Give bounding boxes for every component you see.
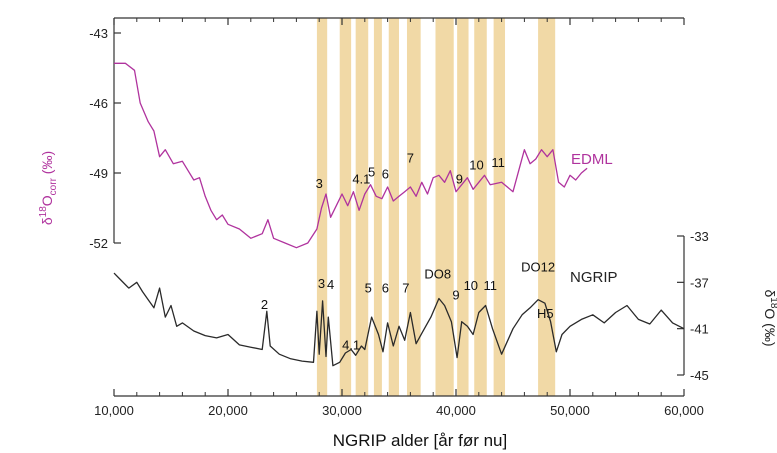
ngrip-event-label: 6: [382, 281, 389, 296]
highlight-band-10: [493, 18, 506, 396]
left-axis-title-delta: δ: [39, 217, 55, 225]
edml-event-label: 10: [469, 157, 483, 172]
right-axis-tick-label: -37: [690, 275, 709, 290]
left-axis-tick-label: -43: [89, 26, 108, 41]
edml-event-label: 4.1: [352, 171, 370, 186]
left-axis-title-unit: (‰): [39, 151, 55, 178]
highlight-band-9: [474, 18, 487, 396]
x-tick-label: 60,000: [664, 403, 704, 418]
edml-event-label: 6: [382, 167, 389, 182]
left-axis-title: δ18Ocorr (‰): [38, 151, 59, 225]
edml-event-label: 9: [456, 171, 463, 186]
highlight-band-7: [435, 18, 454, 396]
ticks: 10,000 20,000 30,000 40,000 50,000 60,000 -52 -…: [89, 18, 709, 418]
x-tick-label: 20,000: [208, 403, 248, 418]
axes: [113, 17, 685, 397]
edml-event-label: 5: [368, 164, 375, 179]
edml-event-label: 11: [491, 155, 505, 170]
ngrip-event-label: 7: [402, 281, 409, 296]
highlight-band-5: [388, 18, 399, 396]
ngrip-series-label: NGRIP: [570, 269, 618, 286]
right-axis-tick-label: -33: [690, 229, 709, 244]
ngrip-event-label: 4.1: [342, 337, 360, 352]
highlight-band-6: [406, 18, 421, 396]
ngrip-event-label: 3: [318, 276, 325, 291]
right-axis-tick-label: -45: [690, 368, 709, 383]
x-tick-label: 50,000: [550, 403, 590, 418]
left-axis-title-o: O: [39, 195, 55, 206]
highlight-band-8: [457, 18, 469, 396]
h5-label: H5: [537, 306, 554, 321]
ngrip-event-label: 10: [464, 278, 478, 293]
left-axis-title-sup: 18: [38, 206, 49, 218]
ngrip-event-label: 5: [365, 281, 372, 296]
edml-event-label: 3: [316, 176, 323, 191]
right-axis-title-delta: δ: [762, 289, 777, 297]
left-axis-tick-label: -52: [89, 236, 108, 251]
ngrip-event-label: 4: [327, 277, 334, 292]
left-axis-tick-label: -46: [89, 96, 108, 111]
right-axis-title-rest: O (‰): [762, 308, 777, 346]
ngrip-event-label: DO12: [521, 260, 555, 275]
right-axis-title: δ18O (‰): [762, 289, 777, 346]
highlight-band-2: [339, 18, 352, 396]
edml-series-label: EDML: [571, 151, 613, 168]
ngrip-event-label: DO8: [424, 267, 451, 282]
ngrip-event-label: 11: [483, 278, 497, 293]
x-tick-label: 30,000: [322, 403, 362, 418]
x-axis-title: NGRIP alder [år før nu]: [333, 431, 507, 450]
right-axis-title-sup: 18: [768, 297, 777, 309]
ngrip-event-label: 2: [261, 297, 268, 312]
ngrip-series-line: [113, 272, 685, 367]
left-axis-title-sub: corr: [48, 177, 59, 195]
edml-event-label: 7: [407, 150, 414, 165]
right-axis-tick-label: -41: [690, 322, 709, 337]
left-axis-tick-label: -49: [89, 166, 108, 181]
highlight-band-3: [355, 18, 369, 396]
edml-series-line: [114, 62, 588, 249]
highlight-band-4: [373, 18, 382, 396]
series-lines: [113, 62, 685, 367]
x-tick-label: 40,000: [436, 403, 476, 418]
x-tick-label: 10,000: [94, 403, 134, 418]
ngrip-event-label: 9: [452, 288, 459, 303]
highlight-band-11: [538, 18, 556, 396]
